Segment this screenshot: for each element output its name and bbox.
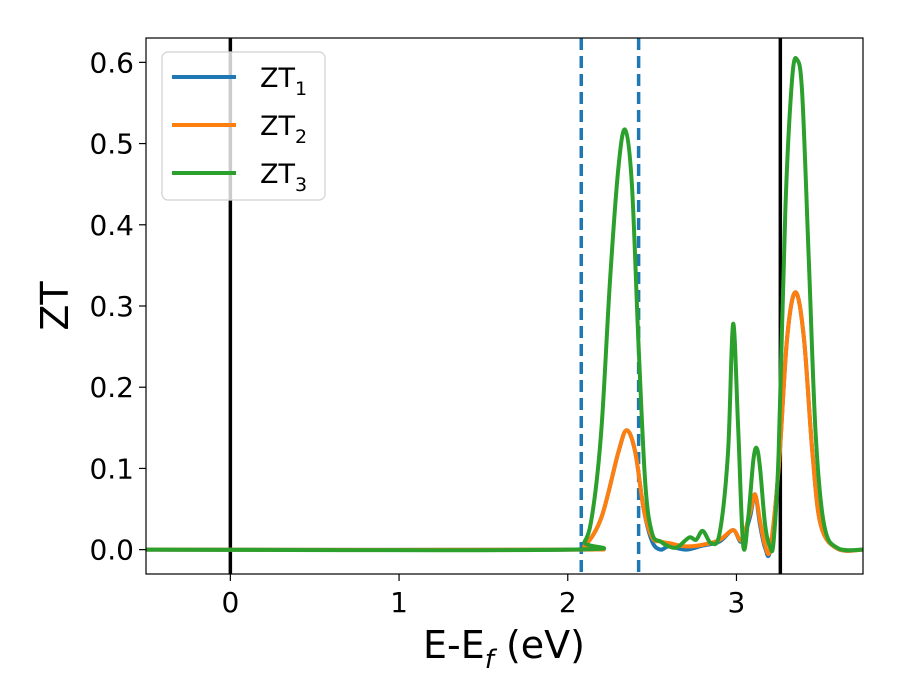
x-tick-label: 1 [390, 586, 408, 619]
y-tick-label: 0.5 [89, 128, 134, 161]
legend-label-zt2: ZT2 [260, 111, 307, 148]
x-tick-label: 3 [728, 586, 746, 619]
legend: ZT1 ZT2 ZT3 [161, 51, 326, 201]
y-tick-label: 0.1 [89, 452, 134, 485]
y-tick-label: 0.2 [89, 371, 134, 404]
legend-label-zt3: ZT3 [260, 159, 307, 196]
series-line-zt3 [146, 56, 863, 554]
legend-label-zt1: ZT1 [260, 63, 307, 100]
series-layer [146, 56, 863, 559]
x-axis-label: E-Ef (eV) [423, 623, 585, 675]
x-axis-ticks: 0 1 2 3 [221, 574, 745, 619]
x-tick-label: 0 [221, 586, 239, 619]
y-tick-label: 0.6 [89, 46, 134, 79]
legend-box [161, 51, 326, 201]
y-tick-label: 0.0 [89, 534, 134, 567]
series-line-zt2 [146, 290, 863, 557]
x-tick-label: 2 [559, 586, 577, 619]
y-axis-label: ZT [33, 281, 77, 331]
series-line-zt1 [146, 290, 863, 559]
y-tick-label: 0.4 [89, 209, 134, 242]
y-tick-label: 0.3 [89, 290, 134, 323]
y-axis-ticks: 0.0 0.1 0.2 0.3 0.4 0.5 0.6 [89, 46, 146, 567]
